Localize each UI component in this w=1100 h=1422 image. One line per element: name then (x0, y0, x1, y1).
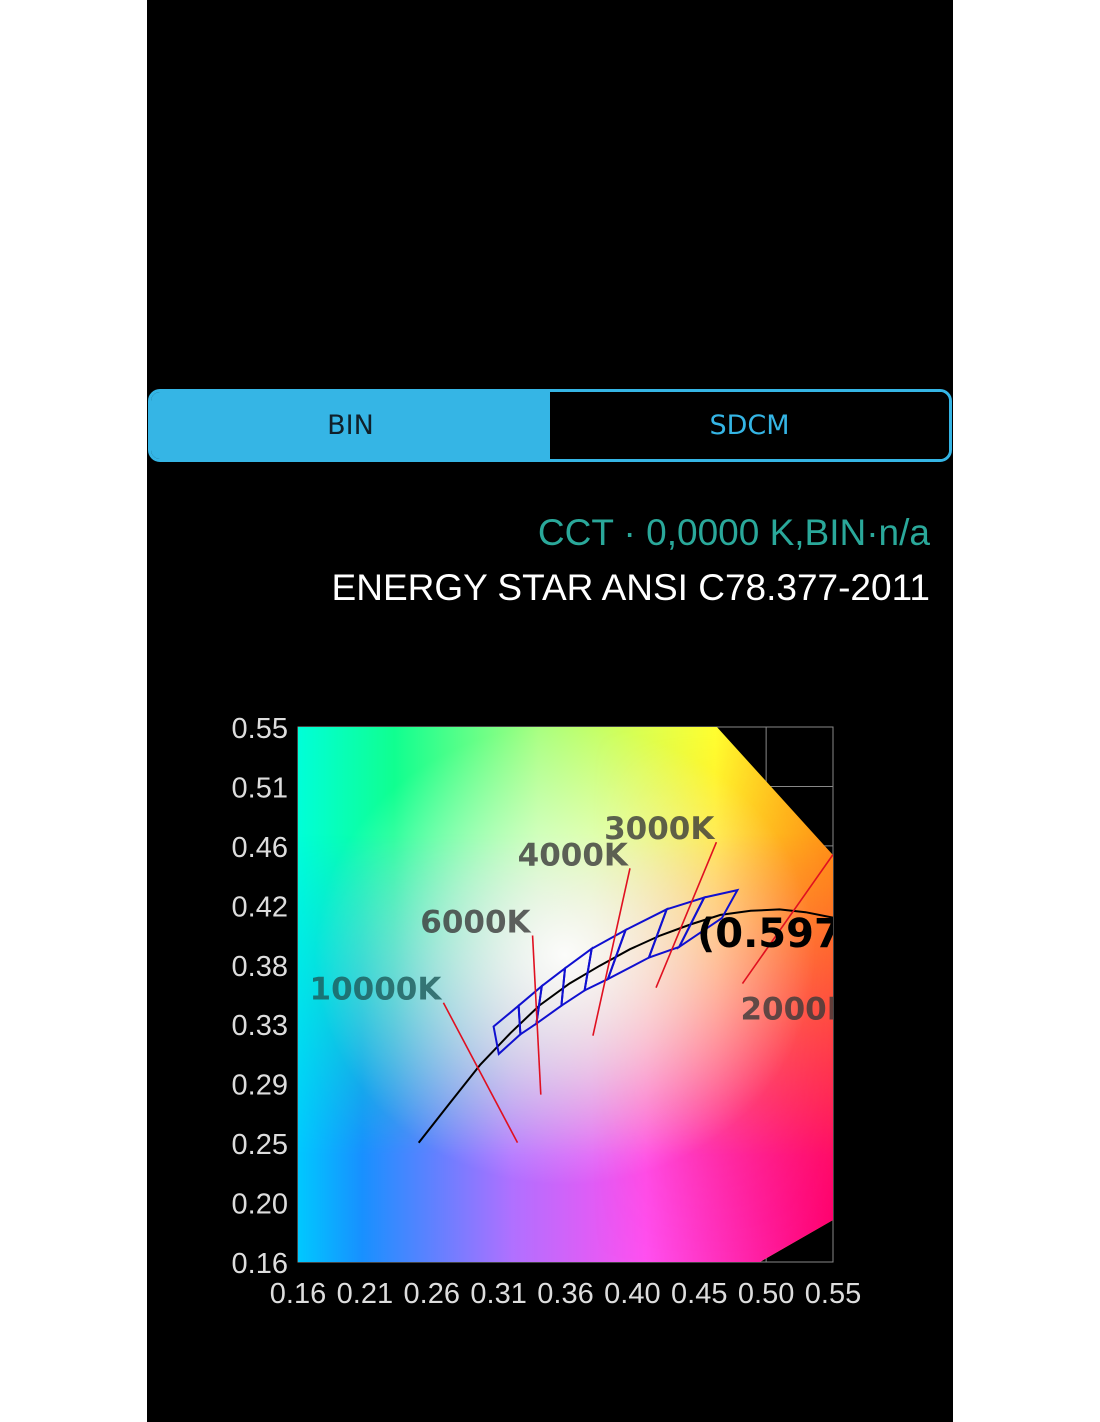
mode-tab-bar: BIN SDCM (148, 389, 952, 462)
cct-isotherm-line (531, 935, 542, 1095)
y-tick-label: 0.20 (232, 1189, 288, 1221)
x-tick-label: 0.16 (270, 1278, 326, 1310)
x-tick-label: 0.31 (470, 1278, 526, 1310)
ansi-bin-quadrangle (676, 888, 740, 950)
cct-isotherm-line (442, 1002, 519, 1144)
y-tick-label: 0.55 (232, 713, 288, 745)
y-tick-label: 0.51 (232, 772, 288, 804)
cct-isotherm-line (592, 868, 631, 1036)
tab-sdcm[interactable]: SDCM (550, 392, 949, 459)
cct-label: 4000K (518, 837, 629, 873)
x-tick-label: 0.21 (337, 1278, 393, 1310)
y-tick-label: 0.25 (232, 1129, 288, 1161)
x-tick-label: 0.45 (671, 1278, 727, 1310)
y-tick-label: 0.42 (232, 891, 288, 923)
x-tick-label: 0.36 (537, 1278, 593, 1310)
cct-label: 2000K (740, 992, 851, 1028)
y-tick-label: 0.38 (232, 951, 288, 983)
y-tick-label: 0.33 (232, 1010, 288, 1042)
x-tick-label: 0.26 (404, 1278, 460, 1310)
cct-readout: CCT · 0,0000 K,BIN·n/a (537, 512, 930, 553)
tab-bin[interactable]: BIN (151, 392, 550, 459)
x-tick-label: 0.40 (604, 1278, 660, 1310)
cct-isotherm-line (741, 854, 833, 984)
measurement-coordinate-label: (0.5976 (697, 911, 870, 957)
cct-label: 10000K (310, 972, 443, 1008)
cct-label: 6000K (420, 905, 531, 941)
x-tick-label: 0.50 (738, 1278, 794, 1310)
cct-isotherm-line (655, 841, 718, 988)
cct-label: 3000K (604, 811, 715, 847)
x-tick-label: 0.55 (805, 1278, 861, 1310)
y-tick-label: 0.29 (232, 1070, 288, 1102)
color-gamut (298, 727, 833, 1262)
standard-label: ENERGY STAR ANSI C78.377-2011 (331, 567, 930, 608)
y-tick-label: 0.46 (232, 832, 288, 864)
y-tick-label: 0.16 (232, 1248, 288, 1280)
planckian-locus (417, 908, 833, 1144)
